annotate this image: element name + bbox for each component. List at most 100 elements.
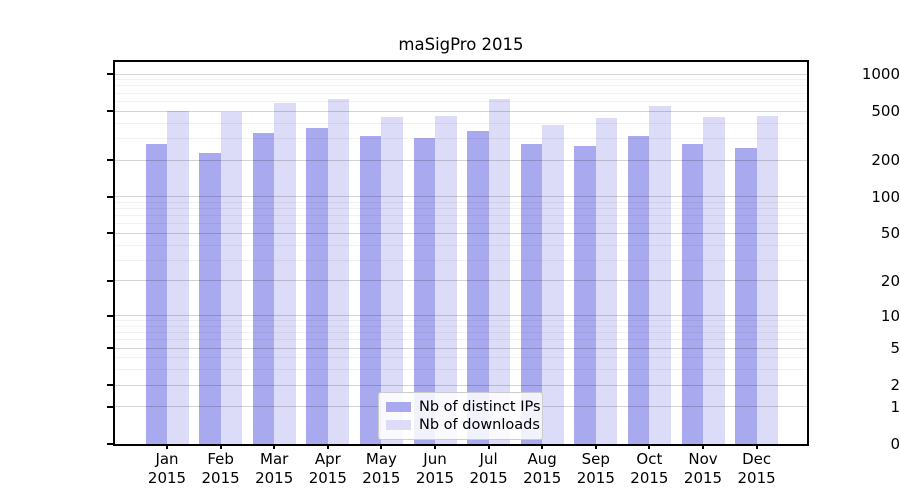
y-tick-label-0: 0 [890, 435, 900, 453]
y-tick-label-10: 10 [880, 306, 900, 325]
legend-swatch-downloads [386, 420, 411, 430]
x-tick-label-month: May [365, 450, 397, 468]
legend-item-downloads: Nb of downloads [386, 416, 540, 434]
chart-title: maSigPro 2015 [398, 35, 524, 54]
x-tick-label-apr-2015: Apr 2015 [296, 450, 360, 487]
y-tick-mark-50 [107, 232, 113, 235]
bar-downloads-dec-2015 [756, 116, 779, 444]
y-tick-mark-1 [107, 405, 113, 408]
y-tick-mark-100 [107, 195, 113, 198]
y-tick-label-1000: 1000 [861, 65, 900, 84]
x-tick-mark-jan-2015 [166, 444, 168, 449]
bar-downloads-oct-2015 [649, 105, 671, 444]
bar-ips-dec-2015 [735, 147, 757, 444]
x-tick-label-nov-2015: Nov 2015 [671, 450, 735, 487]
x-tick-mark-dec-2015 [755, 444, 758, 449]
x-tick-label-year: 2015 [683, 468, 723, 487]
x-tick-label-month: Sep [581, 450, 610, 468]
x-tick-label-year: 2015 [576, 468, 615, 487]
x-tick-mark-nov-2015 [702, 444, 704, 449]
bar-ips-jan-2015 [145, 144, 167, 444]
x-tick-label-may-2015: May 2015 [349, 450, 413, 487]
bar-ips-may-2015 [359, 135, 382, 444]
x-tick-label-sep-2015: Sep 2015 [564, 450, 628, 487]
x-tick-mark-oct-2015 [648, 444, 651, 449]
x-tick-label-dec-2015: Dec 2015 [725, 450, 789, 487]
legend-item-distinct-ips: Nb of distinct IPs [386, 398, 541, 416]
x-tick-mark-jun-2015 [434, 444, 436, 449]
plot-area [113, 60, 809, 446]
x-tick-label-month: Aug [527, 450, 557, 468]
x-tick-label-jan-2015: Jan 2015 [135, 450, 199, 487]
y-tick-mark-500 [107, 110, 113, 113]
x-tick-label-month: Jul [479, 450, 498, 468]
bar-downloads-feb-2015 [220, 112, 243, 444]
x-tick-label-jul-2015: Jul 2015 [457, 450, 521, 487]
y-tick-mark-1000 [107, 73, 113, 76]
bar-downloads-aug-2015 [542, 124, 564, 444]
bar-downloads-jun-2015 [435, 115, 457, 444]
x-tick-label-year: 2015 [147, 468, 187, 487]
x-tick-label-oct-2015: Oct 2015 [617, 450, 681, 487]
y-tick-mark-200 [107, 159, 113, 162]
x-tick-label-year: 2015 [362, 468, 401, 487]
legend: Nb of distinct IPs Nb of downloads [378, 392, 543, 440]
y-tick-mark-10 [107, 314, 113, 317]
x-tick-label-year: 2015 [415, 468, 455, 487]
y-tick-mark-5 [107, 347, 113, 350]
y-tick-mark-20 [107, 279, 113, 282]
x-tick-mark-may-2015 [380, 444, 383, 449]
x-tick-label-year: 2015 [201, 468, 240, 487]
bar-ips-feb-2015 [199, 153, 221, 444]
x-tick-label-month: Feb [207, 450, 234, 468]
y-tick-label-1: 1 [890, 397, 900, 416]
x-tick-mark-jul-2015 [487, 444, 490, 449]
x-tick-label-month: Jun [423, 450, 447, 468]
bar-ips-sep-2015 [574, 146, 596, 444]
x-tick-mark-apr-2015 [326, 444, 329, 449]
y-tick-label-50: 50 [880, 224, 900, 243]
x-tick-label-year: 2015 [255, 468, 294, 487]
bar-ips-mar-2015 [252, 132, 275, 444]
x-tick-label-feb-2015: Feb 2015 [189, 450, 253, 487]
y-tick-label-200: 200 [871, 151, 900, 170]
x-tick-label-mar-2015: Mar 2015 [242, 450, 306, 487]
legend-label-downloads: Nb of downloads [419, 417, 540, 433]
y-tick-label-5: 5 [890, 339, 900, 358]
bar-ips-nov-2015 [681, 144, 703, 444]
x-tick-label-year: 2015 [630, 468, 669, 487]
legend-swatch-distinct-ips [386, 402, 411, 412]
x-tick-label-year: 2015 [737, 468, 776, 487]
legend-label-distinct-ips: Nb of distinct IPs [419, 399, 541, 415]
y-tick-label-20: 20 [880, 271, 900, 290]
x-tick-label-month: Nov [688, 450, 718, 468]
x-tick-mark-mar-2015 [273, 444, 276, 449]
y-tick-label-100: 100 [871, 187, 900, 206]
x-tick-mark-sep-2015 [594, 444, 597, 449]
x-tick-label-month: Oct [636, 450, 663, 468]
bars-layer [115, 62, 807, 444]
bar-ips-jul-2015 [467, 130, 489, 444]
x-tick-label-month: Dec [742, 450, 772, 468]
bar-ips-oct-2015 [627, 135, 650, 444]
bar-downloads-nov-2015 [703, 117, 725, 444]
x-tick-mark-feb-2015 [219, 444, 222, 449]
x-tick-label-month: Jan [155, 450, 179, 468]
y-tick-mark-2 [107, 384, 113, 387]
x-tick-label-month: Apr [314, 450, 341, 468]
x-tick-label-year: 2015 [308, 468, 347, 487]
bar-downloads-sep-2015 [595, 117, 618, 444]
y-tick-label-500: 500 [871, 102, 900, 121]
x-tick-label-month: Mar [260, 450, 289, 468]
bar-ips-aug-2015 [520, 143, 543, 444]
x-tick-label-year: 2015 [469, 468, 508, 487]
y-tick-label-2: 2 [890, 376, 900, 395]
bar-downloads-apr-2015 [327, 99, 350, 444]
x-tick-mark-aug-2015 [541, 444, 544, 449]
bar-downloads-mar-2015 [274, 103, 296, 444]
y-tick-mark-0 [107, 443, 113, 445]
bar-downloads-jan-2015 [167, 111, 189, 444]
x-tick-label-jun-2015: Jun 2015 [403, 450, 467, 487]
bar-downloads-jul-2015 [488, 98, 511, 444]
